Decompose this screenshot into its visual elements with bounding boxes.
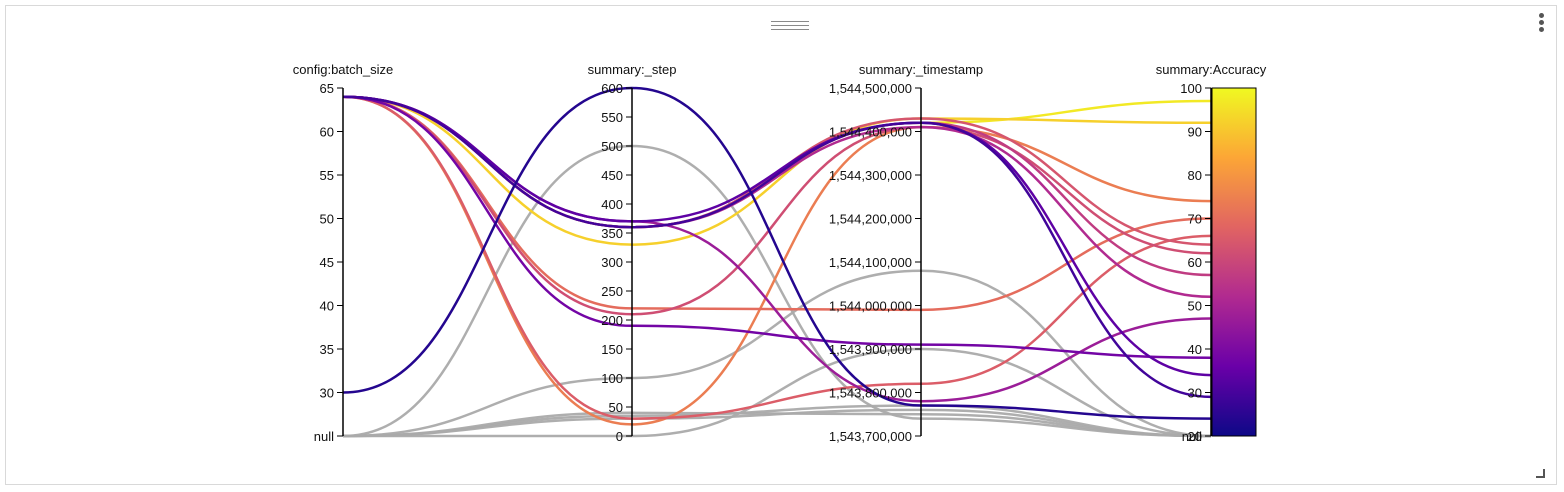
- run-line[interactable]: [342, 95, 1212, 312]
- axis-batch: config:batch_size 65 60 55 50 45 40 35 30 null: [293, 62, 393, 444]
- tick-label: 100: [601, 371, 623, 386]
- tick-label: 35: [320, 342, 334, 357]
- run-line[interactable]: [342, 404, 1212, 438]
- tick-label: 1,544,200,000: [829, 212, 912, 227]
- tick-label: 55: [320, 168, 334, 183]
- axis-ts: summary:_timestamp 1,544,500,000 1,544,400…: [829, 62, 983, 444]
- axis-step: summary:_step600550500450400350300250200…: [588, 62, 677, 444]
- axis-title[interactable]: summary:Accuracy: [1156, 62, 1267, 77]
- tick-label: 300: [601, 255, 623, 270]
- tick-label: 100: [1180, 81, 1202, 96]
- tick-label: 90: [1188, 125, 1202, 140]
- tick-label: 350: [601, 226, 623, 241]
- tick-label: 1,544,300,000: [829, 168, 912, 183]
- run-line[interactable]: [342, 95, 1212, 399]
- run-line[interactable]: [342, 144, 1212, 438]
- tick-label: 1,544,500,000: [829, 81, 912, 96]
- tick-label: 40: [320, 299, 334, 314]
- axis-title[interactable]: config:batch_size: [293, 62, 393, 77]
- drag-handle-icon[interactable]: [771, 18, 809, 36]
- null-tick-label: null: [314, 429, 334, 444]
- tick-label: 0: [616, 429, 623, 444]
- axis-title[interactable]: summary:_step: [588, 62, 677, 77]
- tick-label: 250: [601, 284, 623, 299]
- tick-label: 50: [1188, 299, 1202, 314]
- tick-label: 150: [601, 342, 623, 357]
- tick-label: 65: [320, 81, 334, 96]
- tick-label: 30: [320, 386, 334, 401]
- tick-label: 50: [320, 212, 334, 227]
- tick-label: 40: [1188, 342, 1202, 357]
- tick-label: 45: [320, 255, 334, 270]
- resize-handle-icon[interactable]: [1535, 468, 1547, 480]
- tick-label: 60: [1188, 255, 1202, 270]
- run-lines: [342, 86, 1212, 438]
- run-line[interactable]: [342, 269, 1212, 438]
- tick-label: 1,544,100,000: [829, 255, 912, 270]
- tick-label: 600: [601, 81, 623, 96]
- run-line[interactable]: [342, 95, 1212, 246]
- tick-label: 500: [601, 139, 623, 154]
- run-line[interactable]: [342, 95, 1212, 377]
- tick-label: 1,543,900,000: [829, 342, 912, 357]
- run-line[interactable]: [342, 95, 1212, 359]
- run-line[interactable]: [342, 95, 1212, 229]
- run-line[interactable]: [342, 86, 1212, 420]
- run-line[interactable]: [343, 347, 1212, 438]
- tick-label: 1,543,700,000: [829, 429, 912, 444]
- tick-label: 400: [601, 197, 623, 212]
- run-line[interactable]: [342, 411, 1212, 438]
- tick-label: 50: [609, 400, 623, 415]
- tick-label: 550: [601, 110, 623, 125]
- run-line[interactable]: [342, 95, 1212, 316]
- more-options-icon[interactable]: [1533, 12, 1549, 38]
- tick-label: 450: [601, 168, 623, 183]
- tick-label: 60: [320, 125, 334, 140]
- chart-panel: [5, 5, 1557, 485]
- tick-label: 30: [1188, 386, 1202, 401]
- tick-label: 200: [601, 313, 623, 328]
- colorbar[interactable]: [1211, 87, 1257, 437]
- run-line[interactable]: [342, 95, 1212, 420]
- null-tick-label: null: [1182, 429, 1202, 444]
- axis-title[interactable]: summary:_timestamp: [859, 62, 983, 77]
- tick-label: 1,543,800,000: [829, 386, 912, 401]
- tick-label: 20: [1188, 429, 1202, 444]
- tick-label: 80: [1188, 168, 1202, 183]
- tick-label: 1,544,000,000: [829, 299, 912, 314]
- axes: config:batch_size6560555045403530nullsum…: [293, 62, 1267, 444]
- run-line[interactable]: [342, 95, 1212, 299]
- tick-label: 70: [1188, 212, 1202, 227]
- tick-label: 1,544,400,000: [829, 125, 912, 140]
